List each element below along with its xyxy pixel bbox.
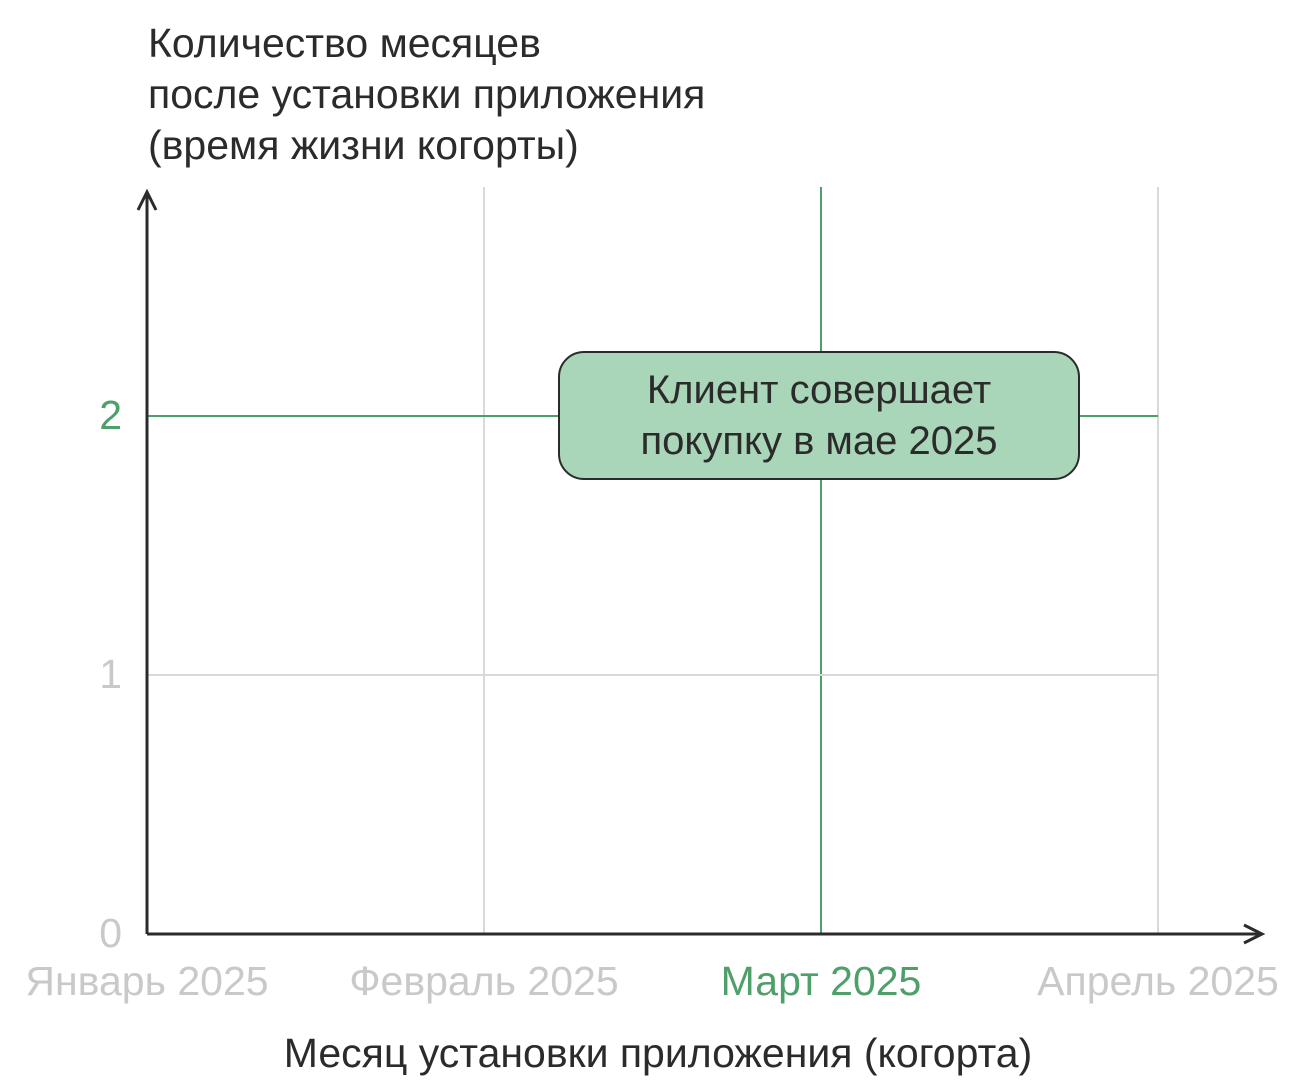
x-tick-label: Март 2025: [720, 958, 922, 1004]
x-tick-label: Февраль 2025: [349, 958, 619, 1004]
annotation-line: покупку в мае 2025: [640, 418, 998, 463]
x-tick-label: Апрель 2025: [1037, 958, 1279, 1004]
x-axis-title: Месяц установки приложения (когорта): [283, 1030, 1033, 1076]
y-tick-label: 2: [99, 392, 122, 438]
y-axis-title-line: Количество месяцев: [148, 20, 541, 66]
x-tick-label: Январь 2025: [25, 958, 269, 1004]
y-tick-label: 1: [99, 651, 122, 697]
y-tick-label: 0: [99, 910, 122, 956]
x-axis-arrow: [1243, 923, 1266, 945]
annotation-line: Клиент совершает: [646, 367, 992, 412]
y-axis-title-line: (время жизни когорты): [148, 122, 579, 168]
annotation-callout: Клиент совершает покупку в мае 2025: [558, 351, 1080, 480]
y-axis-title: Количество месяцев после установки прило…: [148, 18, 705, 171]
y-axis-title-line: после установки приложения: [148, 71, 706, 117]
y-axis-arrow: [136, 188, 158, 211]
